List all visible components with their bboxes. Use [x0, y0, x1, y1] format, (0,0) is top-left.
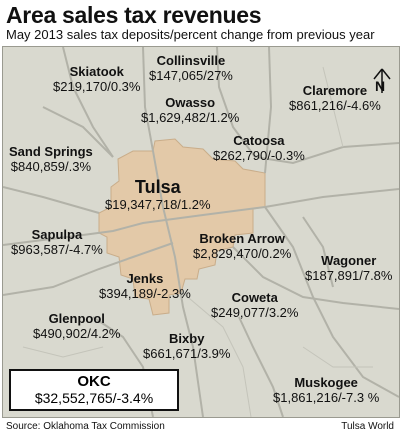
city-name: Jenks — [126, 271, 164, 286]
city-value: $861,216/-4.6% — [289, 98, 381, 113]
city-value: $963,587/-4.7% — [11, 242, 103, 257]
credit-note: Tulsa World — [341, 421, 394, 432]
city-skiatook: Skiatook $219,170/0.3% — [53, 64, 140, 94]
city-name: Broken Arrow — [199, 231, 285, 246]
city-value: $19,347,718/1.2% — [105, 197, 211, 212]
city-sapulpa: Sapulpa $963,587/-4.7% — [11, 227, 103, 257]
city-tulsa: Tulsa $19,347,718/1.2% — [105, 177, 211, 212]
header: Area sales tax revenues May 2013 sales t… — [0, 0, 400, 44]
city-claremore: Claremore $861,216/-4.6% — [289, 83, 381, 113]
city-value: $394,189/-2.3% — [99, 286, 191, 301]
city-owasso: Owasso $1,629,482/1.2% — [141, 95, 239, 125]
okc-name: OKC — [77, 373, 111, 390]
city-name: Tulsa — [134, 177, 181, 197]
north-label: N — [375, 78, 385, 94]
city-name: Sapulpa — [31, 227, 83, 242]
city-value: $1,629,482/1.2% — [141, 110, 240, 125]
city-name: Muskogee — [294, 375, 358, 390]
city-collinsville: Collinsville $147,065/27% — [149, 53, 233, 83]
city-catoosa: Catoosa $262,790/-0.3% — [213, 133, 305, 163]
tulsa-area-shape — [98, 138, 266, 316]
city-name: Catoosa — [233, 133, 285, 148]
city-value: $2,829,470/0.2% — [193, 246, 292, 261]
roads — [3, 47, 399, 417]
city-name: Skiatook — [69, 64, 124, 79]
north-arrow-icon: N — [373, 68, 391, 94]
city-glenpool: Glenpool $490,902/4.2% — [33, 311, 120, 341]
map-title: Area sales tax revenues — [6, 2, 262, 28]
city-value: $187,891/7.8% — [305, 268, 393, 283]
city-wagoner: Wagoner $187,891/7.8% — [305, 253, 392, 283]
city-name: Sand Springs — [9, 144, 93, 159]
city-value: $840,859/.3% — [10, 159, 92, 174]
city-name: Glenpool — [48, 311, 105, 326]
source-note: Source: Oklahoma Tax Commission — [6, 421, 165, 432]
footer: Source: Oklahoma Tax Commission Tulsa Wo… — [0, 418, 400, 436]
minor-roads — [22, 66, 373, 417]
city-coweta: Coweta $249,077/3.2% — [211, 290, 298, 320]
city-broken-arrow: Broken Arrow $2,829,470/0.2% — [193, 231, 291, 261]
city-sand-springs: Sand Springs $840,859/.3% — [9, 144, 93, 174]
city-name: Coweta — [231, 290, 278, 305]
city-name: Bixby — [169, 331, 205, 346]
city-value: $262,790/-0.3% — [213, 148, 305, 163]
okc-callout: OKC $32,552,765/-3.4% — [9, 369, 179, 411]
map-base: N — [3, 47, 399, 417]
city-name: Wagoner — [321, 253, 377, 268]
city-value: $249,077/3.2% — [211, 305, 299, 320]
city-value: $1,861,216/-7.3 % — [273, 390, 380, 405]
okc-value: $32,552,765/-3.4% — [34, 390, 154, 406]
city-value: $147,065/27% — [149, 68, 233, 83]
city-value: $219,170/0.3% — [53, 79, 141, 94]
city-value: $661,671/3.9% — [143, 346, 231, 361]
city-name: Collinsville — [156, 53, 226, 68]
city-bixby: Bixby $661,671/3.9% — [143, 331, 230, 361]
city-muskogee: Muskogee $1,861,216/-7.3 % — [273, 375, 379, 405]
city-name: Owasso — [165, 95, 216, 110]
map-subtitle: May 2013 sales tax deposits/percent chan… — [6, 27, 375, 42]
map-area: N Skiatook $219,170/0.3% Collinsville $1… — [2, 46, 400, 418]
city-name: Claremore — [302, 83, 368, 98]
city-jenks: Jenks $394,189/-2.3% — [99, 271, 191, 301]
city-value: $490,902/4.2% — [33, 326, 121, 341]
